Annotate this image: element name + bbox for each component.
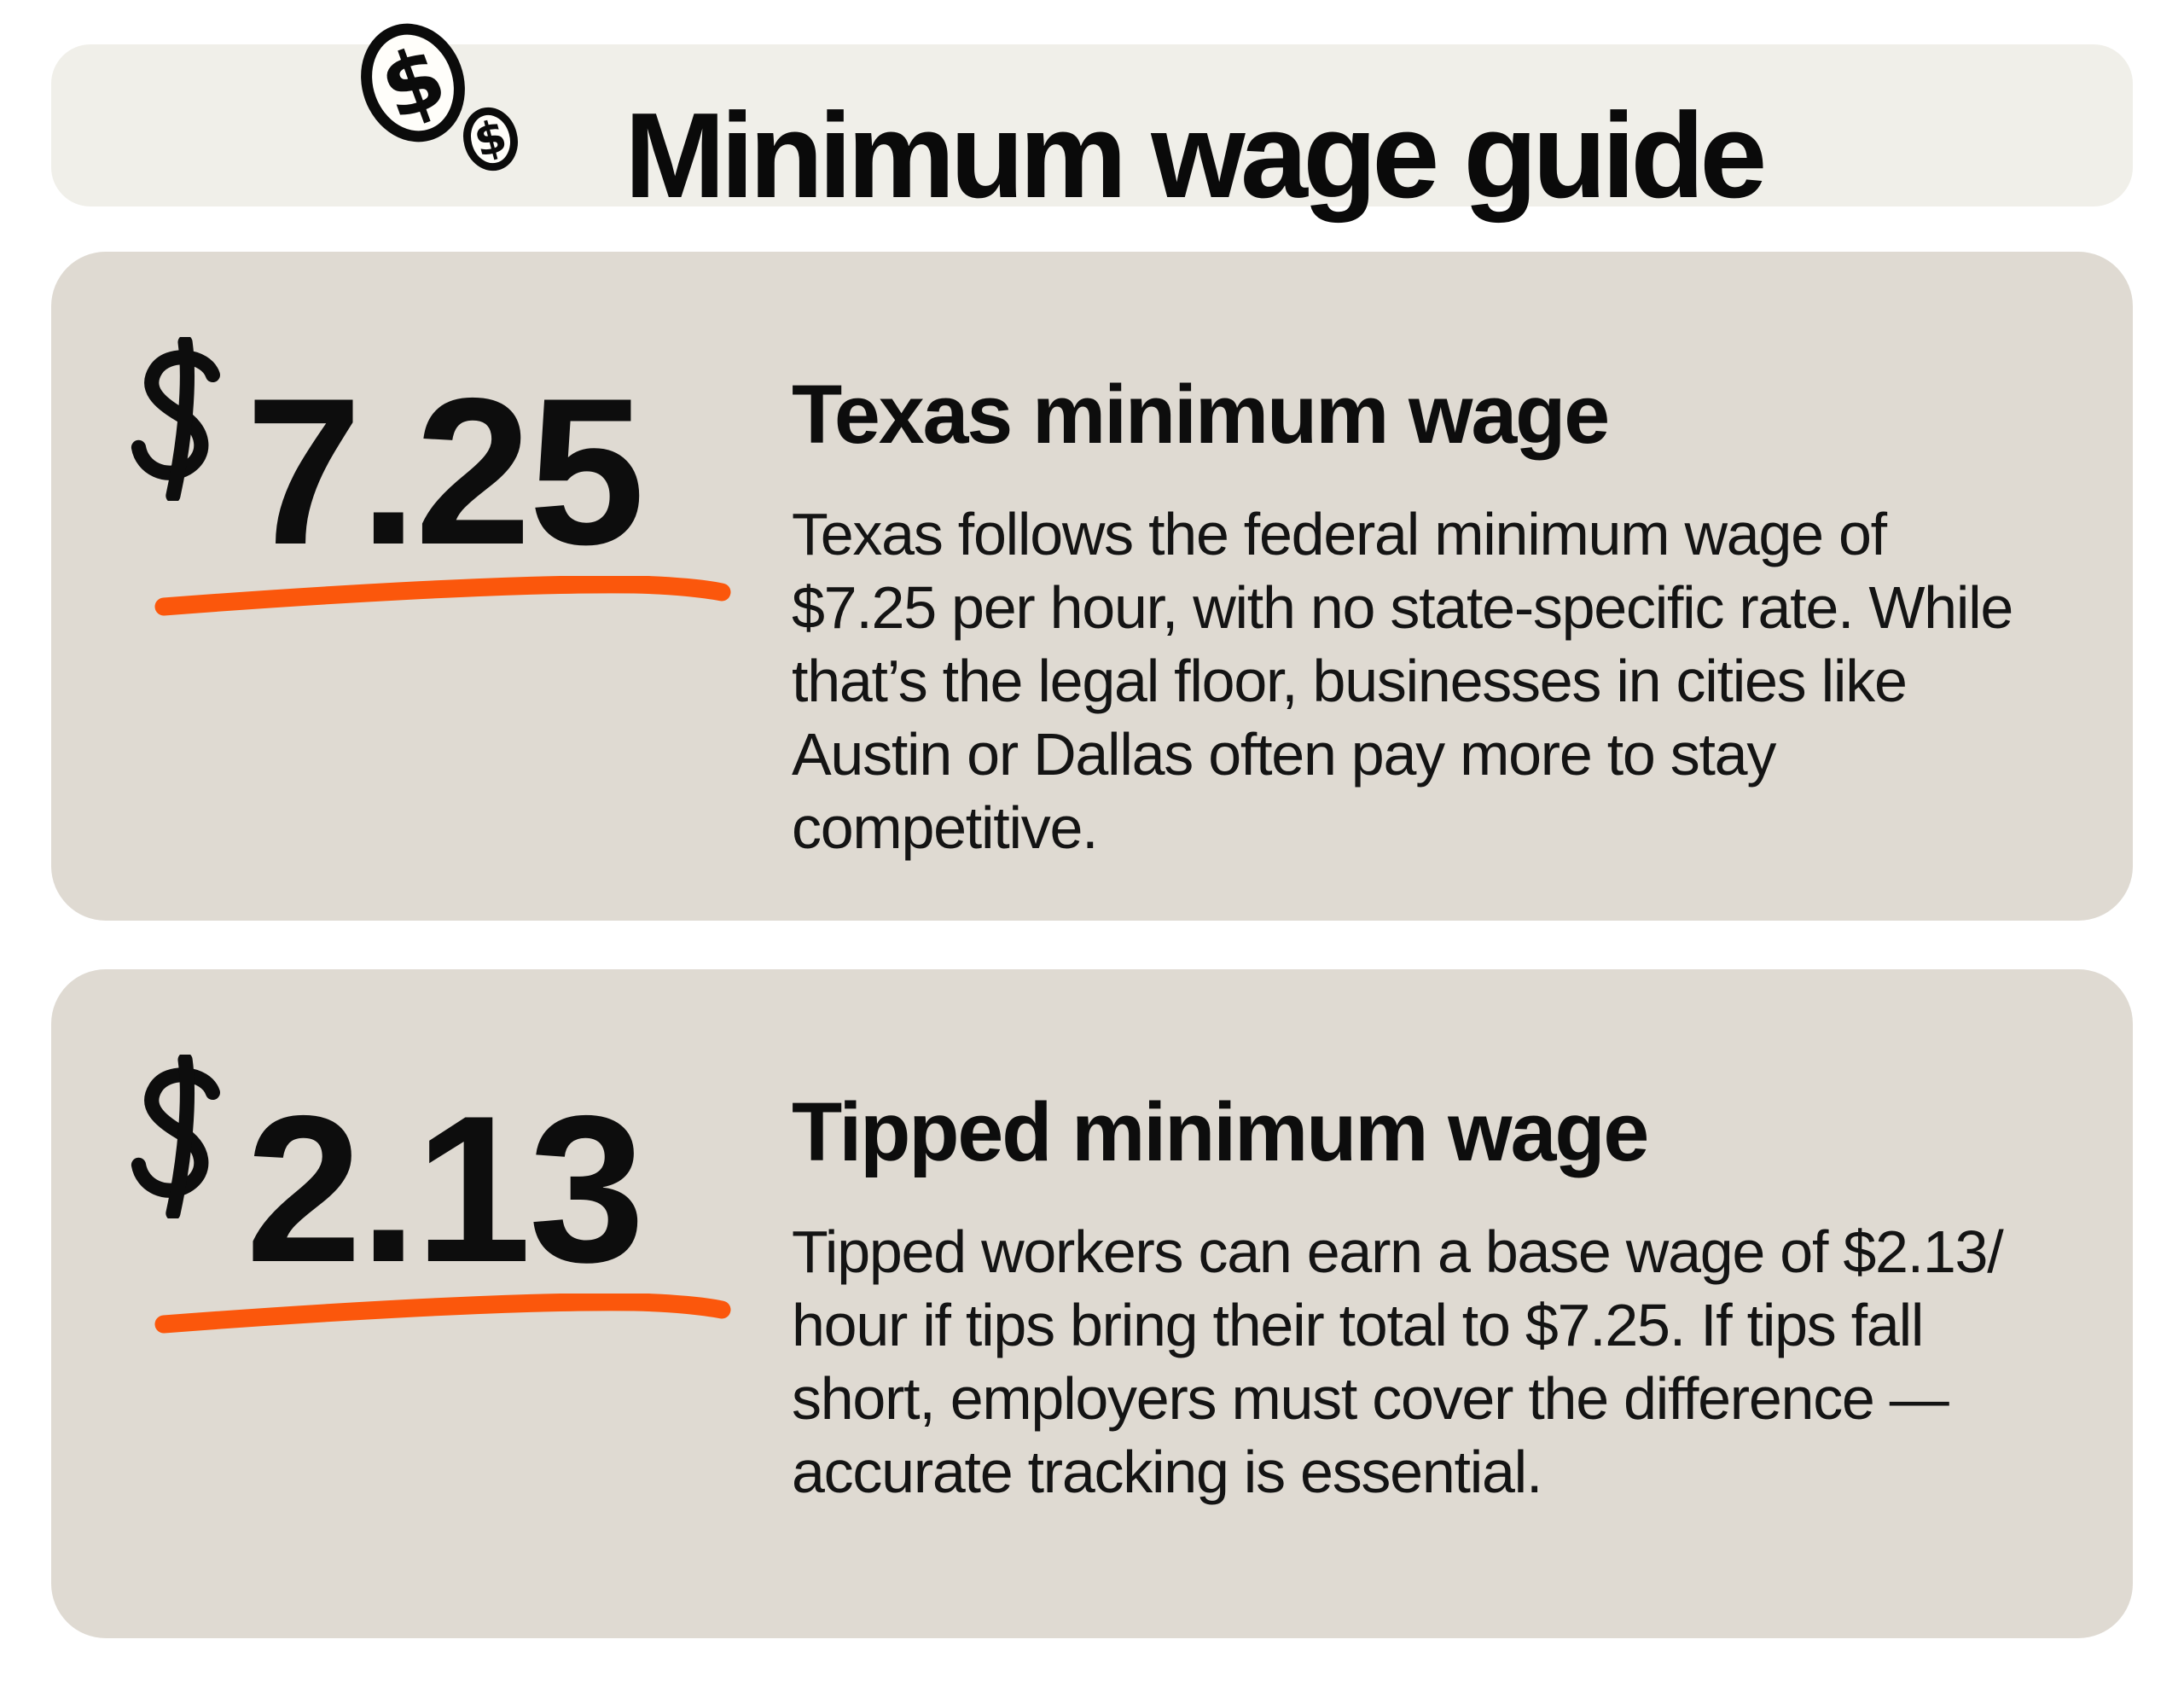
card-heading: Texas minimum wage bbox=[792, 368, 1610, 461]
page-title: Minimum wage guide bbox=[624, 88, 1767, 224]
amount-value: 2.13 bbox=[246, 1072, 645, 1305]
dollar-sign-icon bbox=[131, 337, 220, 501]
wage-card-tipped: 2.13 Tipped minimum wage Tipped workers … bbox=[51, 969, 2133, 1638]
hand-drawn-underline bbox=[154, 576, 731, 616]
amount-value: 7.25 bbox=[246, 354, 645, 588]
card-body: Tipped workers can earn a base wage of $… bbox=[792, 1218, 2004, 1505]
large-coin-icon: $ bbox=[361, 23, 465, 142]
card-heading: Tipped minimum wage bbox=[792, 1085, 1649, 1178]
card-body: Texas follows the federal minimum wage o… bbox=[792, 501, 2013, 861]
coins-icon: $ $ bbox=[361, 23, 518, 172]
dollar-sign-icon bbox=[131, 1055, 220, 1218]
small-coin-icon: $ bbox=[463, 107, 518, 172]
hand-drawn-underline bbox=[154, 1294, 731, 1334]
wage-card-texas: 7.25 Texas minimum wage Texas follows th… bbox=[51, 252, 2133, 921]
